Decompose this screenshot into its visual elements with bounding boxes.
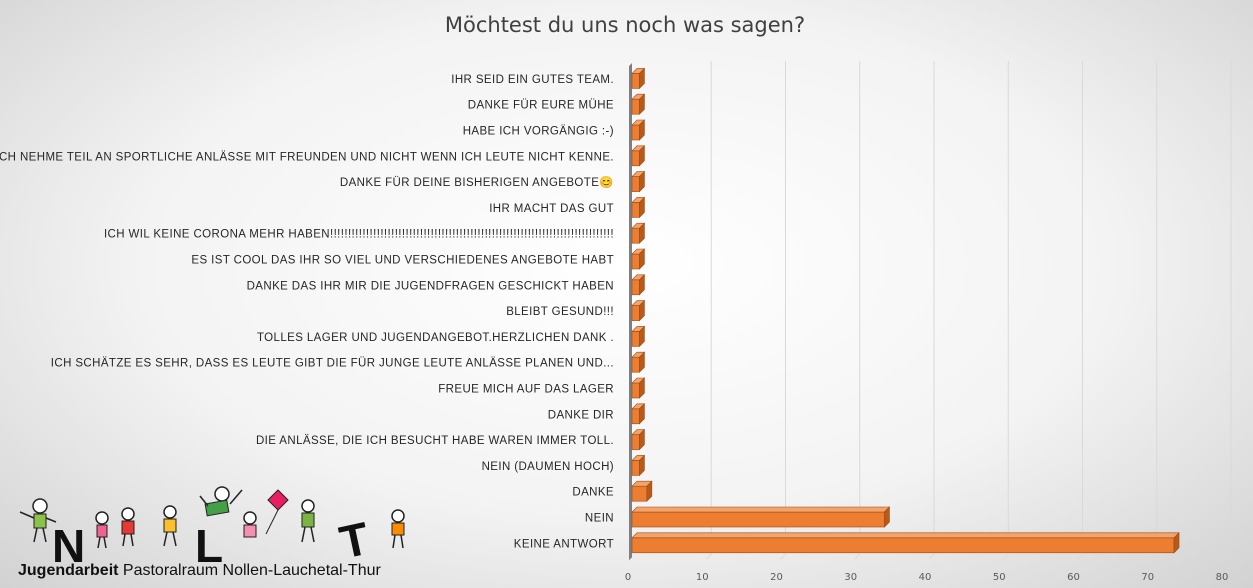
x-tick-label: 50 [993, 572, 1006, 583]
category-label: DANKE DIR [548, 409, 614, 421]
kid-figure-jumping [199, 486, 243, 517]
category-label: ICH SCHÄTZE ES SEHR, DASS ES LEUTE GIBT … [51, 358, 614, 370]
bar [631, 403, 646, 425]
axis-wall [629, 63, 632, 561]
category-label: IHR MACHT DAS GUT [489, 203, 614, 215]
x-tick-label: 30 [844, 572, 857, 583]
bar [631, 480, 653, 502]
logo-caption-rest: Pastoralraum Nollen-Lauchetal-Thur [118, 562, 381, 579]
x-tick-label: 0 [625, 572, 631, 583]
bars [631, 67, 1180, 554]
logo-caption-bold: Jugendarbeit [18, 562, 119, 579]
category-label: DANKE DAS IHR MIR DIE JUGENDFRAGEN GESCH… [247, 280, 614, 292]
grid-line-floor [854, 553, 861, 560]
bar [631, 67, 646, 90]
grid-line-floor [1151, 553, 1158, 560]
kid-figure-green-2 [301, 499, 315, 543]
x-tick-label: 70 [1141, 572, 1154, 583]
grid-lines [705, 61, 1232, 560]
grid-line-floor [705, 553, 712, 560]
bar [631, 351, 646, 373]
category-label: NEIN (DAUMEN HOCH) [482, 461, 614, 473]
kid-figure-kite [243, 489, 289, 538]
kid-figure-pink [95, 511, 109, 549]
bar [631, 325, 646, 348]
grid-line-floor [1225, 553, 1232, 560]
x-tick-label: 20 [770, 572, 783, 583]
logo-letter-l: L [195, 520, 223, 564]
logo-letter-t: T [335, 512, 373, 564]
category-axis [629, 63, 632, 561]
category-labels: IHR SEID EIN GUTES TEAM. DANKE FÜR EURE M… [0, 74, 614, 550]
x-tick-label: 10 [696, 572, 709, 583]
kid-figure-orange [391, 509, 405, 549]
category-label: KEINE ANTWORT [514, 538, 614, 550]
kid-figure-yellow [163, 505, 177, 547]
category-label: DANKE FÜR EURE MÜHE [468, 100, 614, 112]
category-label: NEIN [585, 513, 614, 525]
bar [631, 506, 891, 528]
category-label: DANKE FÜR DEINE BISHERIGEN ANGEBOTE😊 [340, 175, 614, 189]
chart-title: Möchtest du uns noch was sagen? [445, 13, 805, 37]
bar [631, 454, 646, 477]
bar [631, 170, 646, 193]
category-label: HABE ICH VORGÄNGIG :-) [463, 126, 614, 138]
category-label: IHR SEID EIN GUTES TEAM. [451, 74, 614, 86]
logo-caption: Jugendarbeit Pastoralraum Nollen-Lauchet… [18, 562, 381, 580]
category-label: ES IST COOL DAS IHR SO VIEL UND VERSCHIE… [191, 255, 614, 267]
category-label: TOLLES LAGER UND JUGENDANGEBOT.HERZLICHE… [257, 332, 614, 344]
x-tick-label: 80 [1216, 572, 1229, 583]
category-label: DIE ANLÄSSE, DIE ICH BESUCHT HABE WAREN … [256, 435, 614, 447]
category-label: BLEIBT GESUND!!! [506, 306, 614, 318]
kid-figure-green [19, 498, 57, 543]
grid-line-floor [780, 553, 786, 560]
x-tick-label: 60 [1067, 572, 1080, 583]
logo-letter-n: N [52, 520, 85, 564]
bar [631, 119, 646, 141]
nlt-logo: N L T [10, 484, 430, 584]
bar [631, 196, 646, 219]
bar [631, 377, 646, 399]
bar [631, 222, 646, 244]
bar [631, 93, 646, 115]
x-tick-label: 40 [919, 572, 932, 583]
bar [631, 248, 646, 270]
bar [631, 299, 646, 322]
grid-line-floor [1077, 553, 1083, 560]
bar [631, 145, 646, 167]
category-label: DANKE [572, 487, 614, 499]
grid-line-floor [928, 553, 935, 560]
bar [631, 532, 1180, 554]
category-label: ICH NEHME TEIL AN SPORTLICHE ANLÄSSE MIT… [0, 151, 614, 163]
grid-line-floor [1002, 553, 1009, 560]
x-tick-labels: 0 10 20 30 40 50 60 70 80 [625, 572, 1229, 583]
category-label: ICH WIL KEINE CORONA MEHR HABEN!!!!!!!!!… [104, 229, 614, 241]
bar [631, 274, 646, 296]
bar [631, 428, 646, 451]
category-label: FREUE MICH AUF DAS LAGER [438, 384, 614, 396]
kid-figure-red [121, 507, 135, 547]
